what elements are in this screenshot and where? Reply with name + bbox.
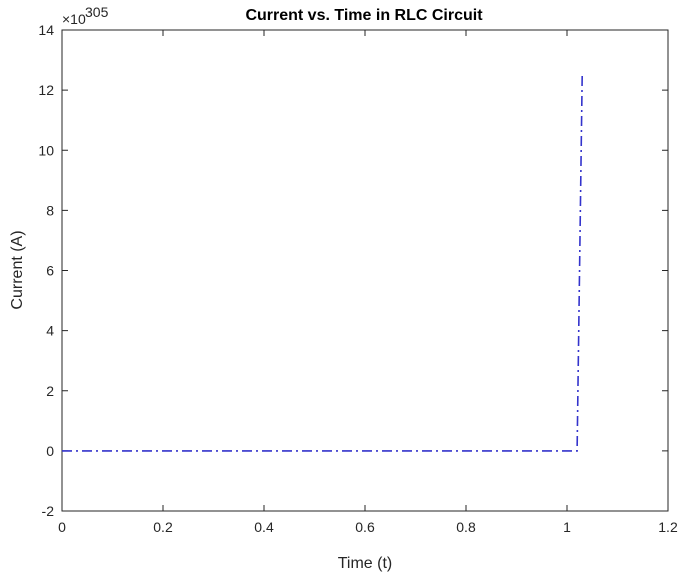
- y-tick-label: 8: [46, 202, 54, 218]
- y-tick-label: 12: [38, 82, 54, 98]
- y-tick-label: 6: [46, 263, 54, 279]
- y-tick-label: 0: [46, 443, 54, 459]
- x-tick-label: 0.2: [153, 519, 173, 535]
- x-tick-label: 1: [563, 519, 571, 535]
- plot-area-frame: [61, 29, 669, 512]
- x-tick-label: 0.6: [355, 519, 375, 535]
- x-tick-label: 1.2: [658, 519, 678, 535]
- x-tick-label: 0: [58, 519, 66, 535]
- y-tick-label: 10: [38, 142, 54, 158]
- y-exponent-base: ×10: [62, 11, 86, 27]
- y-tick-label: -2: [42, 503, 55, 519]
- y-tick-label: 14: [38, 22, 54, 38]
- y-tick-label: 4: [46, 323, 54, 339]
- x-axis-ticks: 0 0.2 0.4 0.6 0.8 1 1.2: [58, 30, 678, 535]
- chart-title: Current vs. Time in RLC Circuit: [245, 7, 483, 24]
- x-tick-label: 0.8: [456, 519, 476, 535]
- y-axis-label: Current (A): [9, 230, 26, 309]
- y-exponent-power: 305: [85, 4, 109, 20]
- y-exponent-label: ×10 305: [62, 4, 109, 27]
- x-tick-label: 0.4: [254, 519, 274, 535]
- y-axis-ticks: -2 0 2 4 6 8 10 12 14: [38, 22, 668, 519]
- y-tick-label: 2: [46, 383, 54, 399]
- x-axis-label: Time (t): [338, 555, 393, 572]
